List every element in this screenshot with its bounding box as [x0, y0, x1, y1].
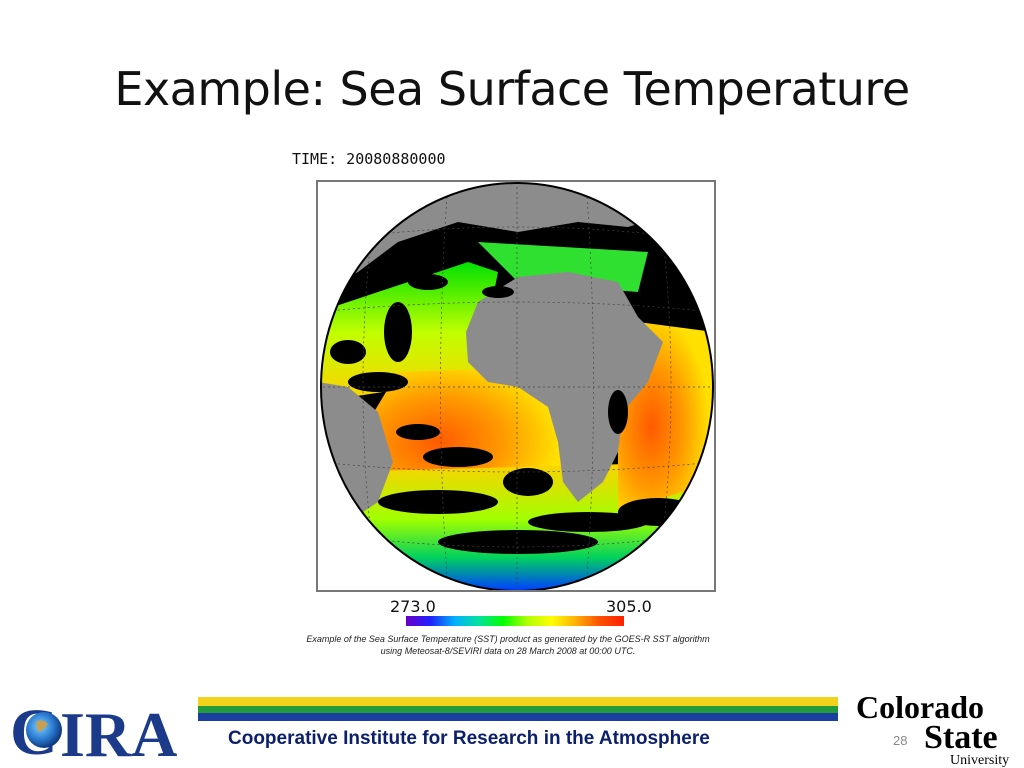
footer-stripe-green	[198, 706, 838, 713]
footer-stripe-blue	[198, 713, 838, 721]
page-number: 28	[893, 733, 908, 748]
colorbar-max-label: 305.0	[606, 597, 652, 616]
figure-caption: Example of the Sea Surface Temperature (…	[288, 633, 728, 657]
csu-logo: Colorado State University	[856, 690, 1009, 768]
temperature-colorbar	[406, 616, 624, 626]
sst-globe-map	[320, 182, 714, 590]
svg-text:IRA: IRA	[60, 699, 177, 762]
caption-line-2: using Meteosat-8/SEVIRI data on 28 March…	[380, 646, 636, 656]
institute-name: Cooperative Institute for Research in th…	[228, 728, 710, 749]
cira-logo: C IRA	[10, 696, 177, 762]
svg-text:University: University	[950, 753, 1009, 768]
caption-line-1: Example of the Sea Surface Temperature (…	[306, 634, 710, 644]
sst-map-frame	[316, 180, 716, 592]
svg-text:Colorado: Colorado	[856, 690, 984, 725]
footer-stripe-yellow	[198, 697, 838, 706]
colorbar-min-label: 273.0	[390, 597, 436, 616]
sst-figure: TIME: 20080880000	[288, 150, 728, 660]
footer-stripes	[198, 697, 838, 721]
time-label: TIME: 20080880000	[292, 150, 446, 168]
svg-text:State: State	[924, 719, 998, 756]
slide-title: Example: Sea Surface Temperature	[114, 62, 910, 116]
